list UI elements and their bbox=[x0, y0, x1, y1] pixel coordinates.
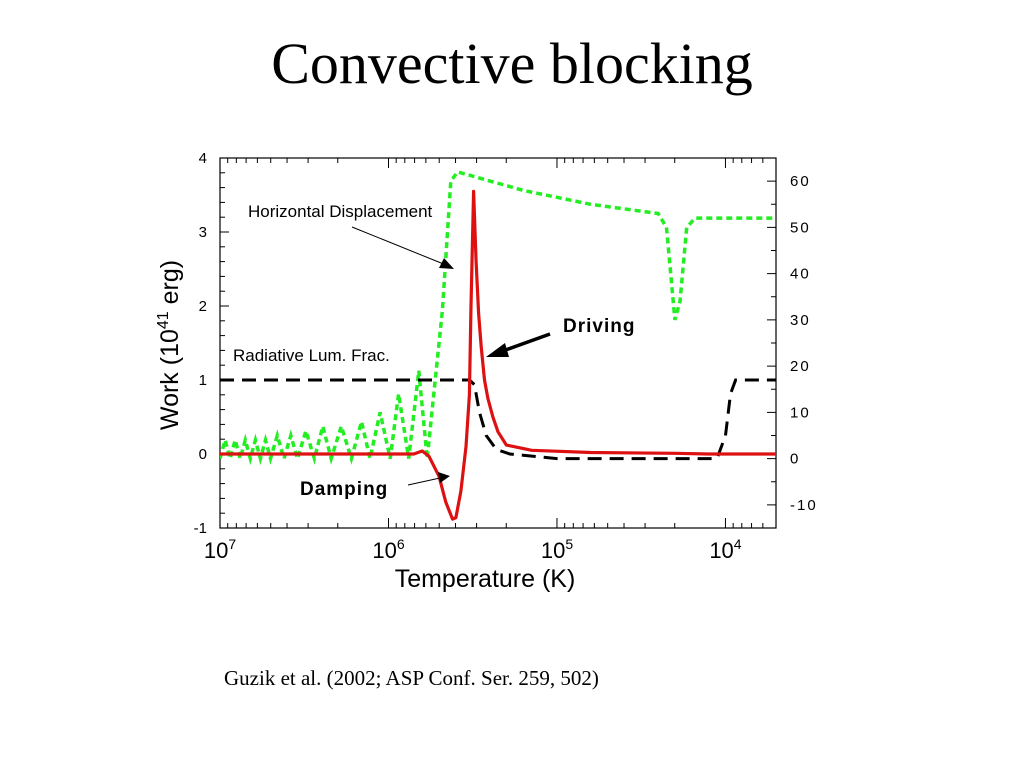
y-tick-label: 2 bbox=[199, 298, 207, 315]
annotation-horizontal-displacement: Horizontal Displacement bbox=[248, 202, 433, 221]
arrowhead-damping bbox=[438, 472, 450, 483]
x-axis-title: Temperature (K) bbox=[395, 565, 576, 593]
arrow-horizontal-displacement bbox=[351, 226, 447, 266]
y-tick-label: -1 bbox=[194, 520, 207, 537]
annotation-damping: Damping bbox=[300, 479, 388, 500]
x-axis-labels: 107 106 105 104 bbox=[204, 536, 742, 563]
axis-ticks bbox=[219, 157, 776, 529]
annotation-radiative-lum-frac: Radiative Lum. Frac. bbox=[233, 346, 390, 365]
y-tick-label: 1 bbox=[199, 372, 207, 389]
arrowhead-horizontal-displacement bbox=[439, 258, 454, 269]
y2-tick-label: 50 bbox=[790, 219, 811, 236]
x-tick-label: 104 bbox=[709, 536, 741, 563]
right-axis-labels: 60 50 40 30 20 10 0 -10 bbox=[790, 173, 818, 514]
y-tick-label: 0 bbox=[199, 446, 207, 463]
slide-title: Convective blocking bbox=[271, 31, 753, 96]
y-axis-title: Work (1041 erg) bbox=[155, 260, 184, 430]
x-tick-label: 105 bbox=[541, 536, 573, 563]
y-tick-label: 3 bbox=[199, 224, 207, 241]
arrowhead-driving bbox=[486, 343, 509, 357]
annotation-driving: Driving bbox=[563, 316, 635, 337]
y2-tick-label: 20 bbox=[790, 358, 811, 375]
x-tick-label: 107 bbox=[204, 536, 236, 563]
y2-tick-label: 60 bbox=[790, 173, 811, 190]
y2-tick-label: -10 bbox=[790, 497, 818, 514]
y-tick-label: 4 bbox=[199, 150, 207, 167]
series-radiative-lum-frac bbox=[220, 378, 776, 461]
arrow-damping bbox=[407, 477, 441, 486]
series-horizontal-displacement bbox=[220, 169, 776, 466]
y2-tick-label: 40 bbox=[790, 266, 811, 283]
y2-tick-label: 10 bbox=[790, 404, 811, 421]
left-axis-labels: 4 3 2 1 0 -1 bbox=[194, 150, 207, 537]
y2-tick-label: 30 bbox=[790, 312, 811, 329]
x-tick-label: 106 bbox=[372, 536, 404, 563]
series-work bbox=[220, 189, 776, 521]
y2-tick-label: 0 bbox=[790, 451, 800, 468]
arrow-driving bbox=[499, 332, 551, 354]
citation: Guzik et al. (2002; ASP Conf. Ser. 259, … bbox=[224, 666, 599, 690]
